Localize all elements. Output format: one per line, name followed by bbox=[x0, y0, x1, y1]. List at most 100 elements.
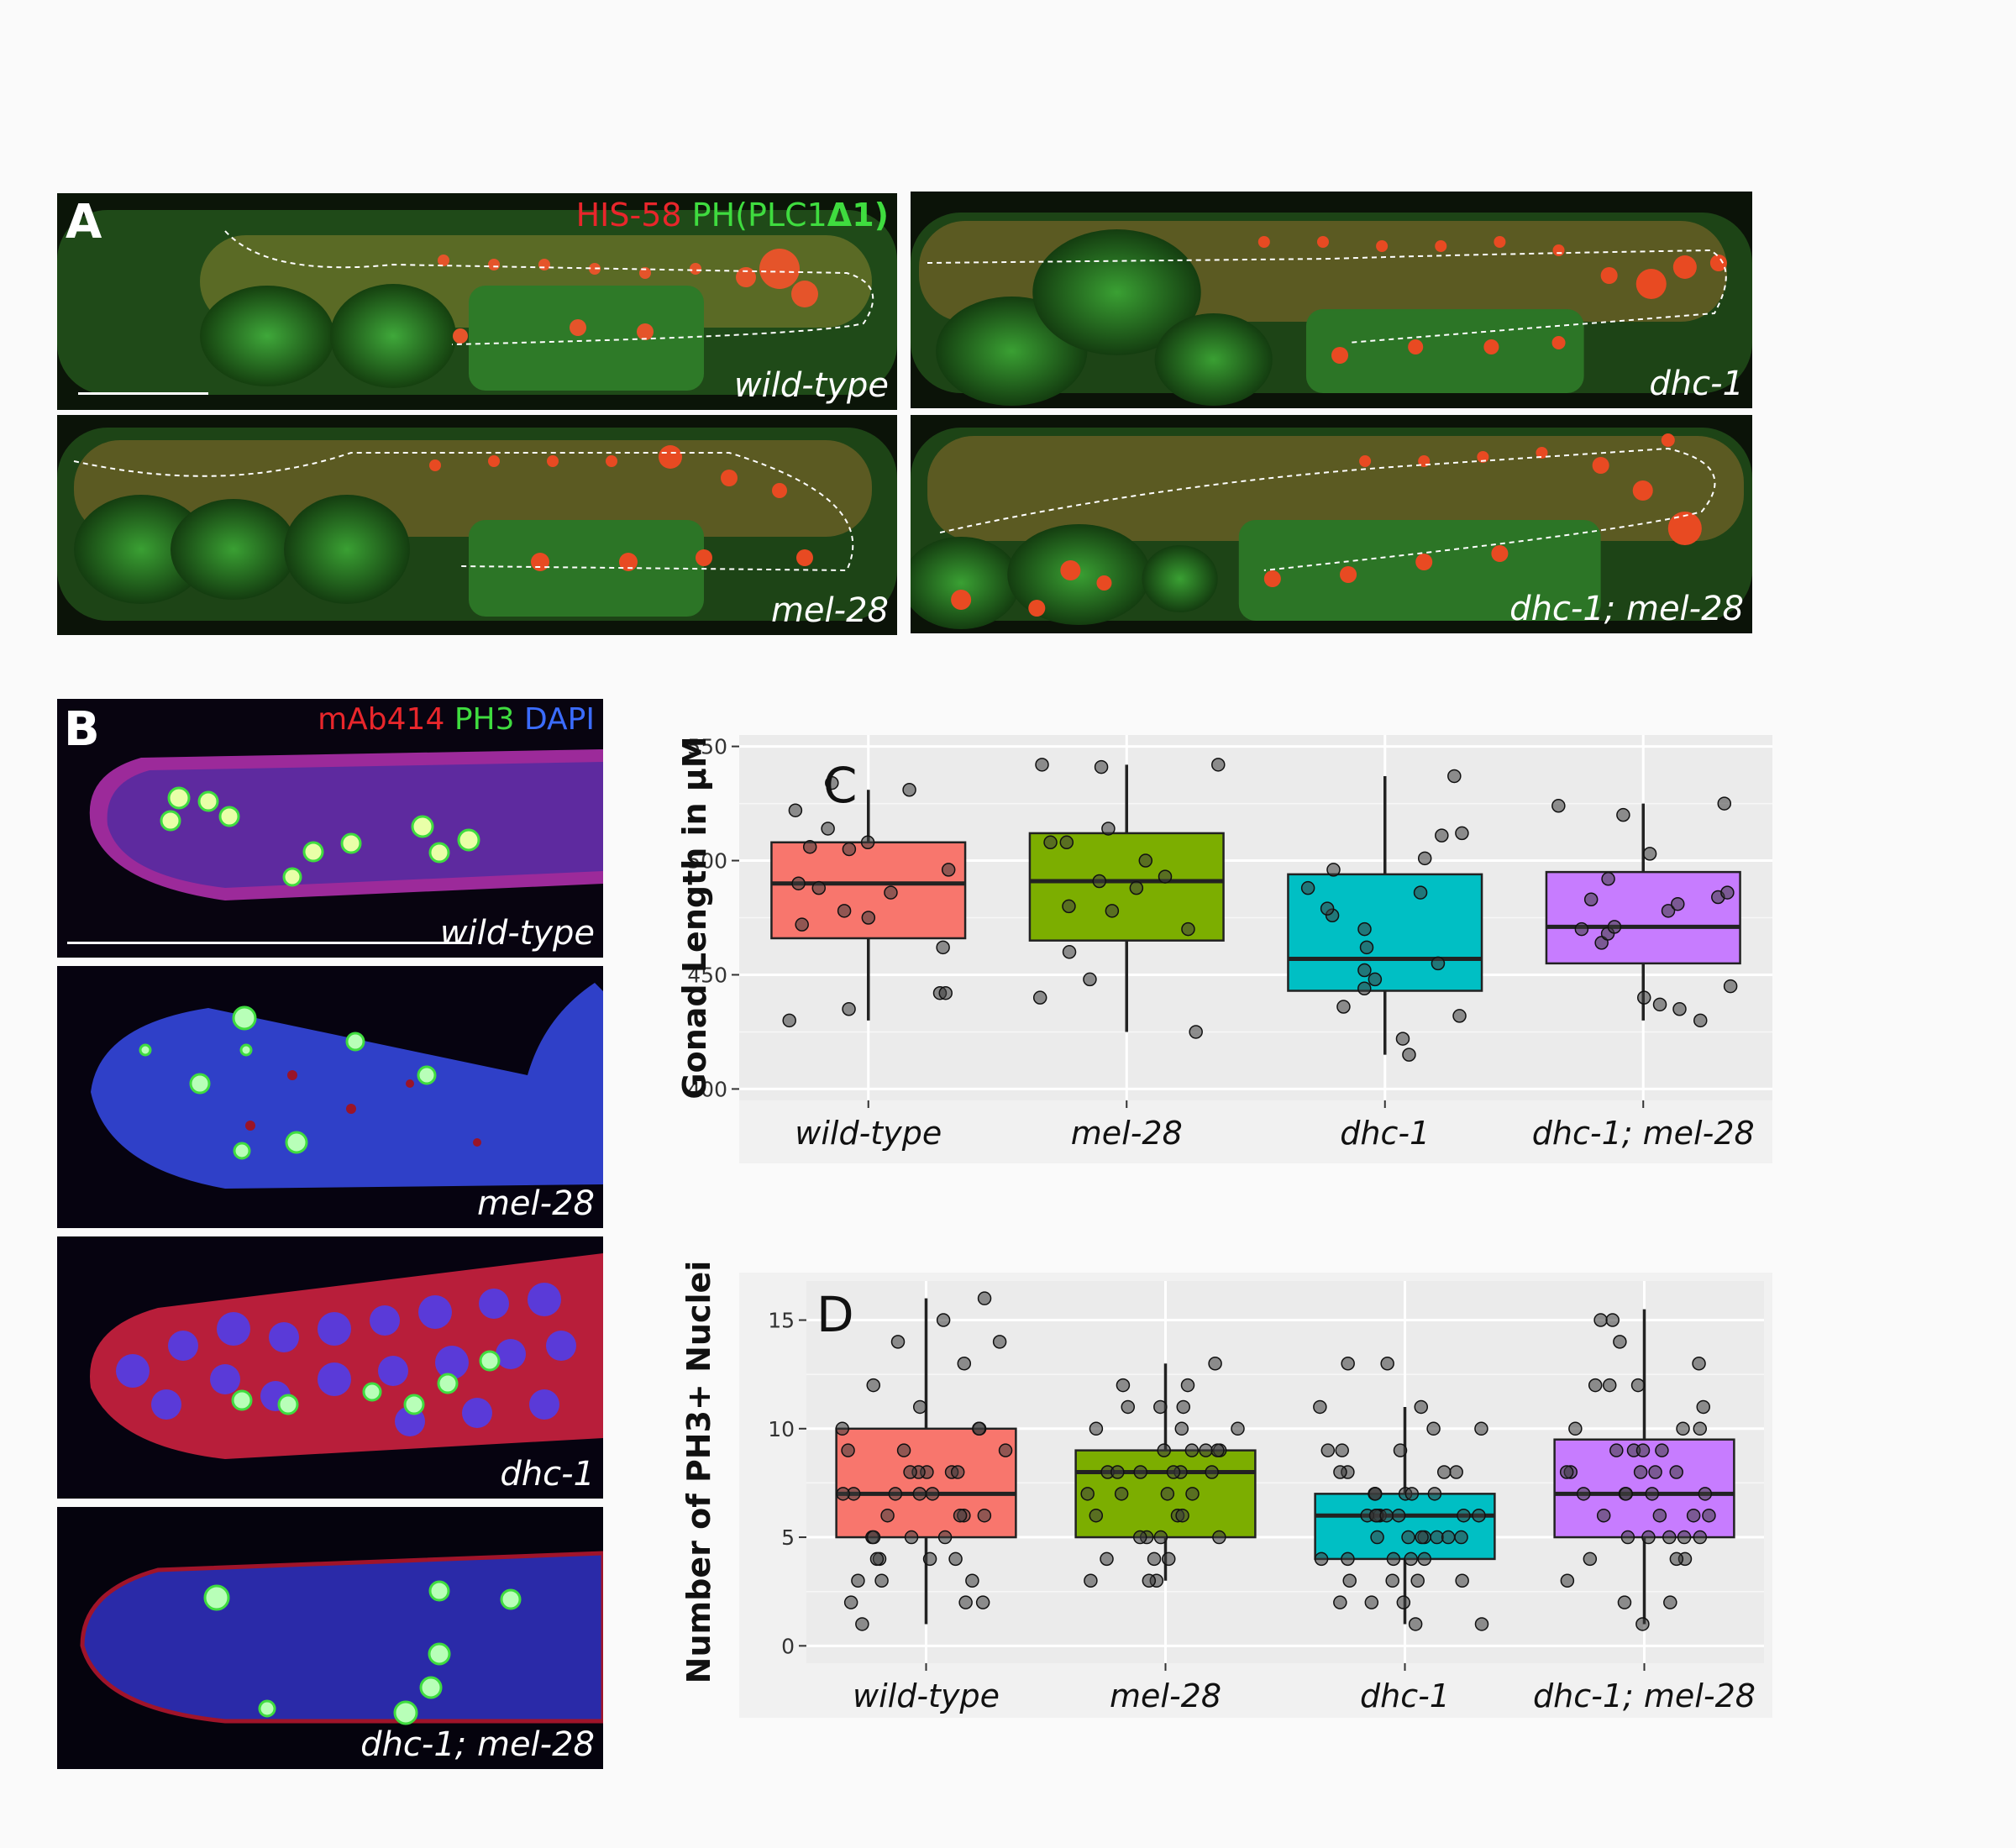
data-point bbox=[904, 1530, 919, 1545]
data-point bbox=[1364, 1595, 1379, 1609]
data-point bbox=[1110, 1465, 1125, 1479]
y-axis-label: Number of PH3+ Nuclei bbox=[680, 1261, 717, 1684]
data-point bbox=[1205, 1465, 1219, 1479]
data-point bbox=[1601, 872, 1615, 886]
data-point bbox=[1161, 1551, 1176, 1567]
data-point bbox=[1089, 1421, 1104, 1436]
data-point bbox=[1417, 851, 1432, 866]
scale-bar bbox=[67, 942, 472, 944]
panel-letter-d: D bbox=[816, 1286, 854, 1343]
data-point bbox=[1396, 1595, 1411, 1609]
data-point bbox=[1185, 1487, 1200, 1501]
data-point bbox=[1138, 853, 1153, 868]
data-point bbox=[1084, 1573, 1098, 1588]
data-point bbox=[795, 917, 809, 932]
box-dhc-1 bbox=[1287, 873, 1483, 992]
data-point bbox=[1359, 940, 1374, 955]
data-point bbox=[888, 1487, 903, 1501]
y-tick-label: 550 bbox=[687, 735, 727, 759]
data-point bbox=[861, 911, 876, 925]
data-point bbox=[1641, 1530, 1656, 1545]
data-point bbox=[1449, 1465, 1463, 1479]
data-point bbox=[903, 1465, 917, 1479]
data-point bbox=[1723, 979, 1738, 994]
y-tick-label: 500 bbox=[687, 849, 727, 874]
data-point bbox=[1116, 1378, 1131, 1393]
data-point bbox=[1391, 1508, 1406, 1523]
data-point bbox=[1174, 1421, 1189, 1436]
data-point bbox=[1386, 1551, 1401, 1567]
data-point bbox=[1619, 1487, 1634, 1501]
plot-area: 0 5 10 15 wild-type mel-28 dhc-1 dhc-1; mel-28 N… bbox=[680, 1261, 1764, 1714]
data-point bbox=[835, 1421, 850, 1436]
x-category-label: dhc-1 bbox=[1360, 1677, 1450, 1714]
chart-d-ph3-nuclei: 0 5 10 15 wild-type mel-28 dhc-1 dhc-1; mel-28 N… bbox=[680, 1261, 1772, 1718]
gonad-tip-micrograph bbox=[57, 699, 603, 958]
data-point bbox=[1583, 1551, 1598, 1567]
data-point bbox=[1686, 1508, 1701, 1523]
data-point bbox=[1132, 1530, 1147, 1545]
gonad-micrograph bbox=[911, 192, 1752, 408]
data-point bbox=[869, 1551, 885, 1567]
data-point bbox=[1560, 1573, 1575, 1588]
data-point bbox=[937, 1530, 953, 1545]
data-point bbox=[1635, 1443, 1651, 1457]
data-point bbox=[880, 1508, 895, 1523]
data-point bbox=[860, 835, 875, 850]
data-point bbox=[1129, 880, 1144, 895]
data-point bbox=[1609, 1443, 1624, 1457]
genotype-label: dhc-1 bbox=[1649, 365, 1744, 403]
data-point bbox=[890, 1335, 906, 1349]
data-point bbox=[1702, 1508, 1716, 1523]
data-point bbox=[1436, 1465, 1452, 1479]
genotype-label: wild-type bbox=[733, 366, 889, 405]
data-point bbox=[957, 1356, 972, 1371]
data-point bbox=[1671, 896, 1685, 911]
legend-delta1: Δ1) bbox=[827, 197, 889, 234]
data-point bbox=[1320, 901, 1335, 916]
data-point bbox=[922, 1551, 937, 1567]
data-point bbox=[1652, 1508, 1667, 1523]
data-point bbox=[896, 1443, 911, 1457]
data-point bbox=[874, 1573, 889, 1588]
data-point bbox=[1212, 1530, 1226, 1545]
data-point bbox=[1092, 874, 1107, 889]
data-point bbox=[1676, 1421, 1690, 1436]
data-point bbox=[1426, 1421, 1441, 1436]
data-point bbox=[1454, 1530, 1468, 1545]
data-point bbox=[1211, 758, 1226, 772]
data-point bbox=[950, 1465, 965, 1479]
data-point bbox=[902, 783, 916, 797]
genotype-label: wild-type bbox=[439, 914, 595, 953]
data-point bbox=[1380, 1356, 1394, 1371]
data-point bbox=[1401, 1530, 1415, 1545]
data-point bbox=[948, 1551, 963, 1567]
data-point bbox=[1677, 1530, 1692, 1545]
panel-a-image-dhc-1-mel-28: dhc-1; mel-28 bbox=[911, 415, 1752, 633]
panel-a-image-wild-type: A HIS-58 PH(PLC1Δ1) wild-type bbox=[57, 193, 897, 410]
y-tick-label: 0 bbox=[781, 1634, 795, 1658]
data-point bbox=[965, 1573, 979, 1588]
data-point bbox=[1184, 1443, 1200, 1457]
panel-letter-b: B bbox=[64, 702, 100, 757]
data-point bbox=[825, 775, 839, 790]
data-point bbox=[1404, 1551, 1418, 1567]
x-category-label: dhc-1; mel-28 bbox=[1532, 1115, 1755, 1152]
y-axis-label: Gonad Length in μM bbox=[676, 736, 713, 1099]
data-point bbox=[1447, 769, 1462, 784]
data-point bbox=[836, 1487, 850, 1501]
gonad-micrograph bbox=[911, 415, 1752, 633]
data-point bbox=[1583, 892, 1599, 906]
data-point bbox=[1655, 1443, 1669, 1457]
data-point bbox=[992, 1335, 1007, 1349]
genotype-label: dhc-1 bbox=[500, 1455, 595, 1494]
data-point bbox=[1414, 1399, 1429, 1415]
data-point bbox=[1652, 997, 1667, 1012]
data-point bbox=[1648, 1465, 1662, 1479]
data-point bbox=[1160, 1487, 1175, 1501]
data-point bbox=[1089, 1508, 1104, 1523]
data-point bbox=[866, 1378, 881, 1393]
data-point bbox=[841, 1443, 855, 1457]
panel-b-legend: mAb414 PH3 DAPI bbox=[318, 702, 595, 737]
data-point bbox=[1693, 1530, 1708, 1545]
